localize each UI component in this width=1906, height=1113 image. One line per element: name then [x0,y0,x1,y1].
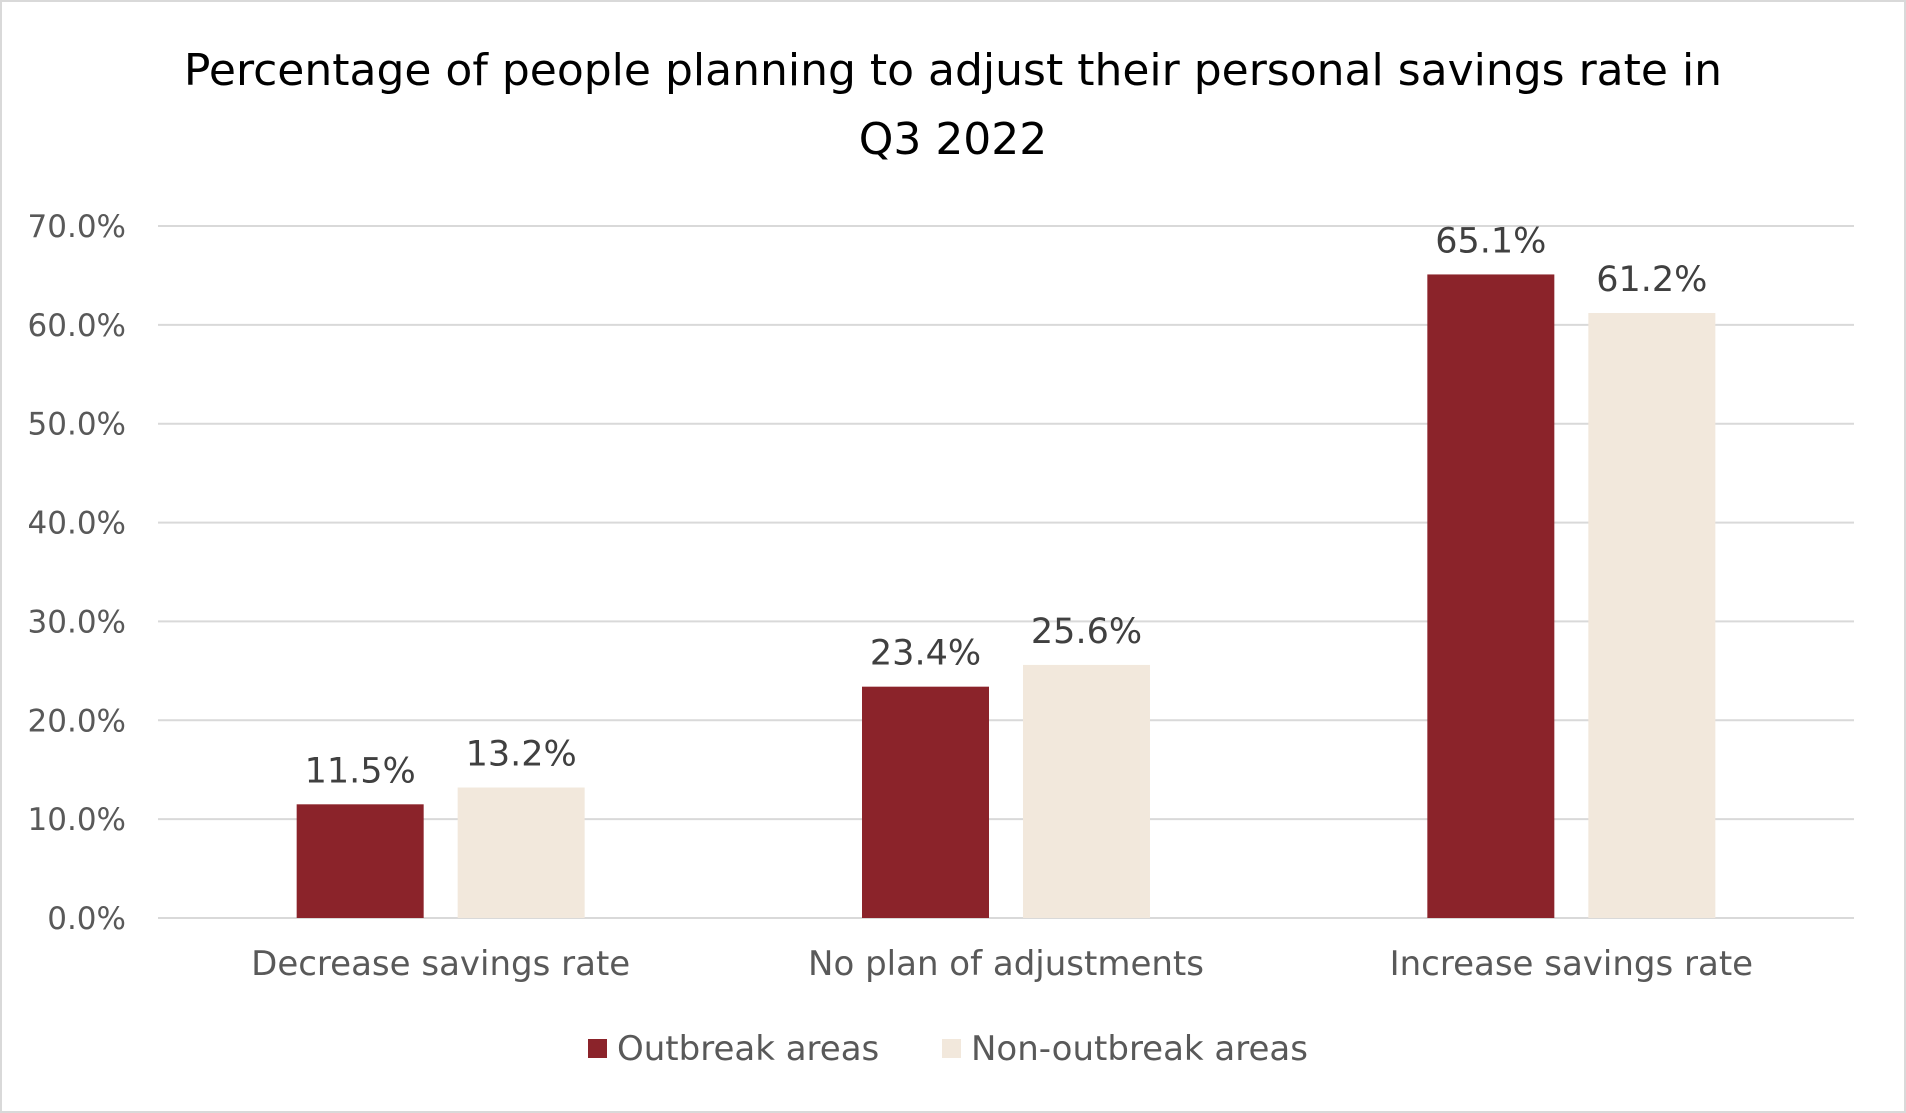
y-tick-label: 0.0% [47,901,126,937]
data-label: 25.6% [1031,612,1142,652]
legend-swatch-1 [942,1039,961,1058]
legend-label: Outbreak areas [617,1029,879,1069]
x-category-label: Increase savings rate [1390,944,1754,984]
data-label: 61.2% [1596,260,1707,300]
data-label: 65.1% [1435,221,1546,261]
y-tick-label: 20.0% [28,703,126,739]
y-tick-label: 10.0% [28,802,126,838]
legend-swatch-0 [588,1039,607,1058]
x-category-label: No plan of adjustments [808,944,1204,984]
data-label: 13.2% [466,735,577,775]
legend-label: Non-outbreak areas [971,1029,1308,1069]
data-label: 11.5% [305,751,416,791]
y-tick-label: 50.0% [28,407,126,443]
y-tick-label: 70.0% [28,209,126,245]
y-tick-label: 40.0% [28,506,126,542]
data-label: 23.4% [870,634,981,674]
y-tick-label: 60.0% [28,308,126,344]
bar-0-2 [1427,274,1555,918]
bar-1-1 [1023,664,1150,918]
bar-0-0 [296,804,424,918]
bar-1-2 [1588,312,1716,919]
bar-1-0 [457,787,585,918]
chart-title-line-2: Q3 2022 [859,114,1048,165]
y-tick-label: 30.0% [28,604,126,640]
bar-0-1 [862,686,989,918]
x-category-label: Decrease savings rate [251,944,630,984]
chart-title-line-1: Percentage of people planning to adjust … [184,45,1722,96]
